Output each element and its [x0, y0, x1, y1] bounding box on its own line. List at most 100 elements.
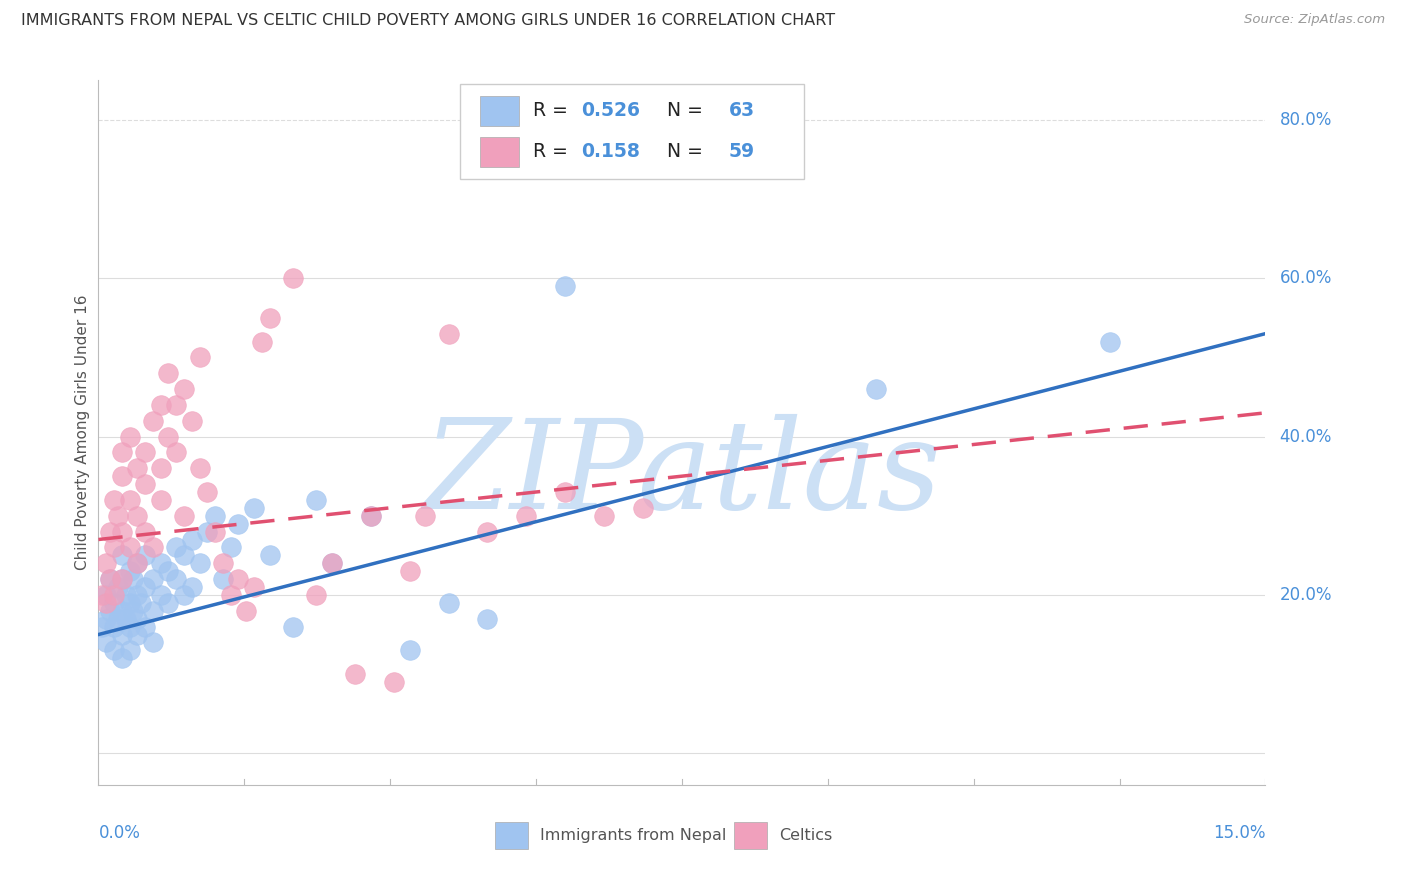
Point: [554, 485, 576, 500]
Point: [118, 596, 141, 610]
Point: [118, 492, 141, 507]
Text: ZIPatlas: ZIPatlas: [423, 414, 941, 536]
Point: [219, 588, 242, 602]
Point: [134, 549, 156, 563]
Text: 80.0%: 80.0%: [1279, 111, 1331, 128]
Point: [165, 445, 187, 459]
Point: [157, 429, 180, 443]
Point: [195, 485, 218, 500]
Text: Immigrants from Nepal: Immigrants from Nepal: [540, 828, 725, 843]
Text: 0.158: 0.158: [582, 143, 640, 161]
Point: [107, 508, 129, 523]
Text: N =: N =: [655, 102, 709, 120]
Point: [165, 541, 187, 555]
Point: [98, 572, 121, 586]
Point: [134, 619, 156, 633]
FancyBboxPatch shape: [495, 822, 527, 849]
Point: [149, 461, 172, 475]
Point: [398, 643, 420, 657]
Point: [103, 619, 125, 633]
Point: [134, 445, 156, 459]
Point: [118, 564, 141, 578]
Point: [107, 612, 129, 626]
Point: [305, 588, 328, 602]
Point: [142, 604, 165, 618]
Point: [118, 619, 141, 633]
Point: [515, 508, 537, 523]
Point: [398, 564, 420, 578]
FancyBboxPatch shape: [479, 95, 519, 126]
Point: [103, 596, 125, 610]
Point: [188, 461, 211, 475]
Text: N =: N =: [655, 143, 709, 161]
Point: [114, 588, 136, 602]
Text: IMMIGRANTS FROM NEPAL VS CELTIC CHILD POVERTY AMONG GIRLS UNDER 16 CORRELATION C: IMMIGRANTS FROM NEPAL VS CELTIC CHILD PO…: [21, 13, 835, 29]
Text: Source: ZipAtlas.com: Source: ZipAtlas.com: [1244, 13, 1385, 27]
Text: 60.0%: 60.0%: [1279, 269, 1331, 287]
Point: [149, 492, 172, 507]
Point: [111, 572, 134, 586]
Point: [103, 588, 125, 602]
Point: [96, 588, 118, 602]
Text: R =: R =: [533, 143, 579, 161]
Point: [165, 572, 187, 586]
Point: [631, 500, 654, 515]
Point: [188, 556, 211, 570]
Point: [127, 461, 149, 475]
Point: [195, 524, 218, 539]
Point: [219, 541, 242, 555]
Point: [111, 627, 134, 641]
Point: [134, 524, 156, 539]
Point: [96, 612, 118, 626]
Text: 0.526: 0.526: [582, 102, 641, 120]
Point: [180, 414, 202, 428]
Point: [111, 445, 134, 459]
Point: [149, 588, 172, 602]
Point: [259, 310, 281, 325]
Point: [98, 524, 121, 539]
Point: [103, 643, 125, 657]
Point: [173, 508, 195, 523]
Point: [243, 500, 266, 515]
Point: [235, 604, 257, 618]
Point: [360, 508, 382, 523]
Point: [321, 556, 343, 570]
Point: [180, 580, 202, 594]
Point: [122, 604, 145, 618]
Point: [96, 635, 118, 649]
Point: [554, 279, 576, 293]
Point: [1098, 334, 1121, 349]
Point: [111, 524, 134, 539]
Point: [305, 492, 328, 507]
Point: [437, 596, 460, 610]
Point: [122, 572, 145, 586]
Point: [149, 398, 172, 412]
Point: [593, 508, 616, 523]
Point: [321, 556, 343, 570]
FancyBboxPatch shape: [460, 84, 804, 179]
Point: [477, 612, 499, 626]
Point: [344, 667, 367, 681]
Point: [127, 588, 149, 602]
Text: R =: R =: [533, 102, 574, 120]
Text: 20.0%: 20.0%: [1279, 586, 1331, 604]
Point: [173, 588, 195, 602]
Point: [91, 588, 114, 602]
Point: [212, 572, 235, 586]
Point: [382, 675, 405, 690]
Point: [149, 556, 172, 570]
Point: [111, 549, 134, 563]
Y-axis label: Child Poverty Among Girls Under 16: Child Poverty Among Girls Under 16: [75, 295, 90, 570]
Point: [173, 382, 195, 396]
Point: [228, 572, 250, 586]
Point: [96, 596, 118, 610]
Point: [111, 604, 134, 618]
Point: [165, 398, 187, 412]
Point: [281, 619, 304, 633]
Point: [127, 612, 149, 626]
Text: 40.0%: 40.0%: [1279, 427, 1331, 446]
Point: [259, 549, 281, 563]
Point: [127, 556, 149, 570]
Point: [204, 508, 226, 523]
Point: [98, 604, 121, 618]
